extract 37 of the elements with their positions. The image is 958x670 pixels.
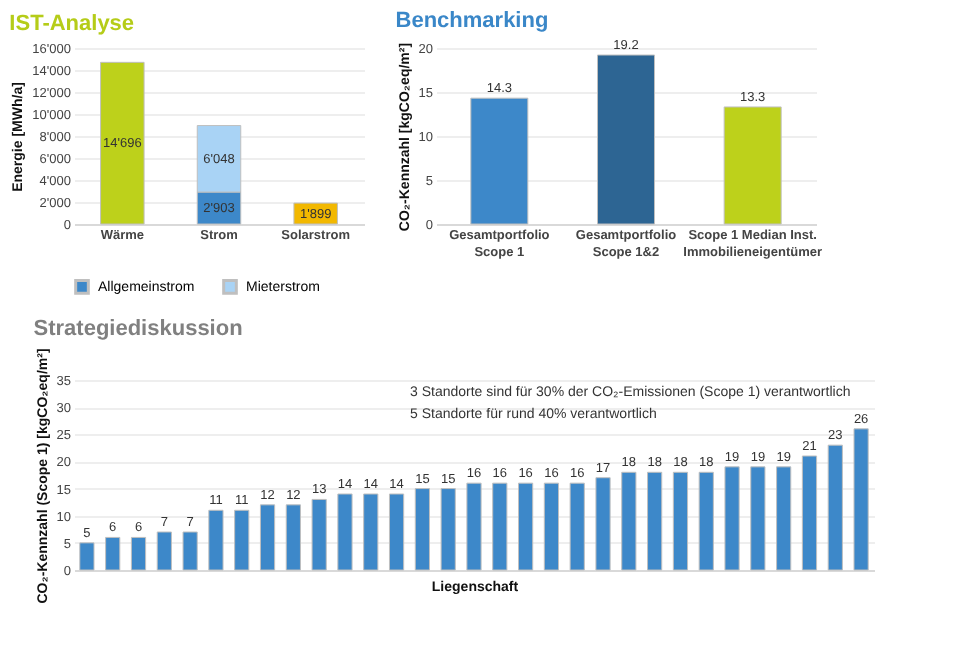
bar [853,428,869,571]
bar [363,493,379,571]
bar [311,498,327,571]
bar [208,509,224,571]
bar [105,536,121,571]
bar [750,466,766,571]
bar [156,531,172,571]
bar [724,466,740,571]
bar [440,488,456,571]
bar [647,471,663,571]
bar [801,455,818,571]
bar [259,504,276,571]
bar [234,509,250,571]
bar [595,477,611,571]
bar [130,536,147,571]
chart-title: Strategiediskussion [33,317,244,342]
chart-title: Benchmarking [395,9,549,34]
bar [388,493,405,571]
bar [621,471,637,571]
bar [337,493,353,571]
bar [470,97,529,225]
bar [672,471,689,571]
bar [79,542,95,571]
bar [466,482,482,571]
bar [723,106,782,225]
bar [543,482,560,571]
bar [698,471,714,571]
bar [776,466,792,571]
bar [492,482,508,571]
chart-title: IST-Analyse [9,12,135,36]
bar [518,482,534,571]
bar [285,504,301,571]
bar [827,444,843,571]
bar [569,482,585,571]
bar [182,531,198,571]
bar [414,488,430,571]
bar [597,54,655,225]
